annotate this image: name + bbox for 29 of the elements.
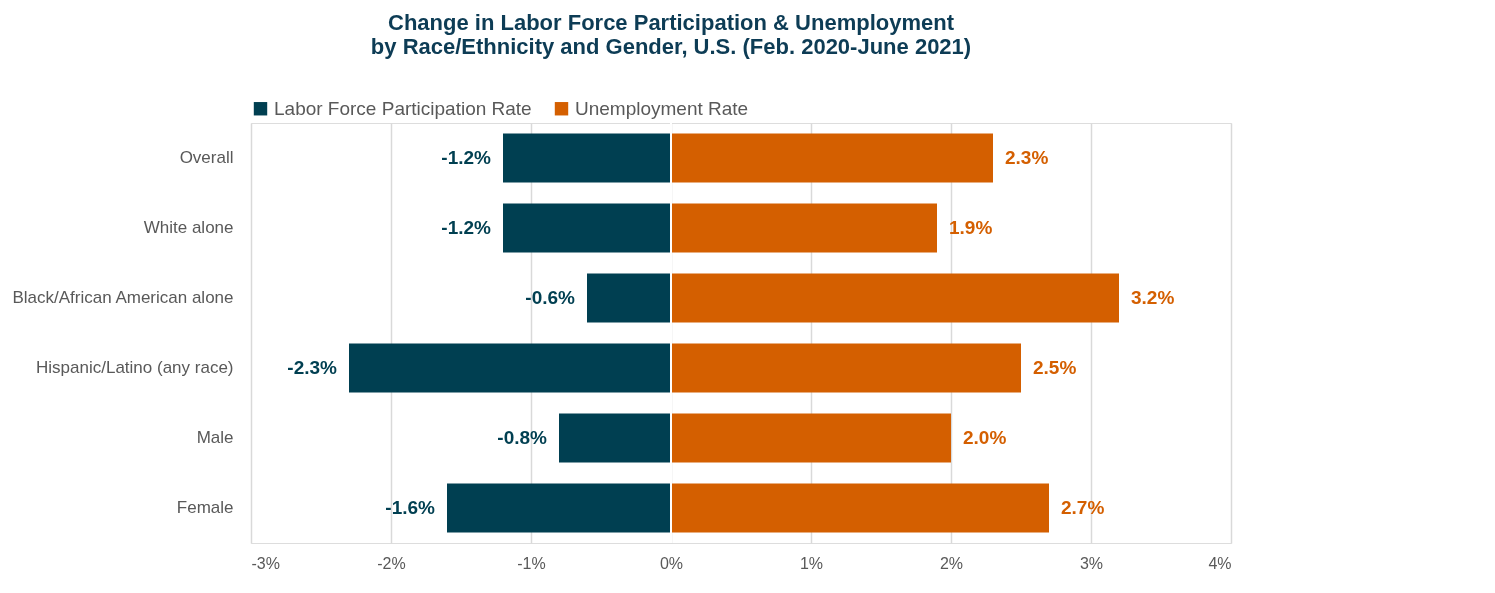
x-tick-label: 4%	[1208, 554, 1232, 572]
data-label: -0.8%	[497, 427, 548, 448]
data-label: -0.6%	[525, 287, 576, 308]
data-label: 2.3%	[1005, 147, 1049, 168]
legend-label: Unemployment Rate	[575, 97, 749, 119]
y-tick-label: Black/African American alone	[12, 288, 234, 307]
data-label: 1.9%	[949, 217, 993, 238]
data-label: 2.5%	[1033, 357, 1077, 378]
data-label: -1.2%	[441, 217, 492, 238]
x-tick-label: 2%	[939, 554, 964, 572]
x-tick-label: -1%	[517, 554, 546, 572]
data-label: -1.2%	[441, 147, 492, 168]
data-label: 2.0%	[963, 427, 1007, 448]
x-tick-label: -2%	[377, 554, 406, 572]
y-tick-label: White alone	[143, 218, 234, 237]
data-label: -1.6%	[385, 497, 436, 518]
x-tick-label: 0%	[659, 554, 684, 572]
y-tick-label: Male	[196, 428, 234, 447]
y-tick-label: Overall	[179, 148, 234, 167]
x-tick-label: 1%	[799, 554, 824, 572]
y-tick-label: Hispanic/Latino (any race)	[36, 358, 234, 377]
chart-title: Change in Labor Force Participation & Unemployment by Race/Ethnicity and Gender, U.S. (Feb. 2020-June 2021)	[370, 10, 972, 59]
x-tick-label: 3%	[1079, 554, 1104, 572]
data-label: 3.2%	[1131, 287, 1175, 308]
y-tick-label: Female	[176, 498, 234, 517]
x-tick-label: -3%	[251, 554, 280, 572]
data-label: 2.7%	[1061, 497, 1105, 518]
legend-label: Labor Force Participation Rate	[274, 97, 532, 119]
data-label: -2.3%	[287, 357, 338, 378]
